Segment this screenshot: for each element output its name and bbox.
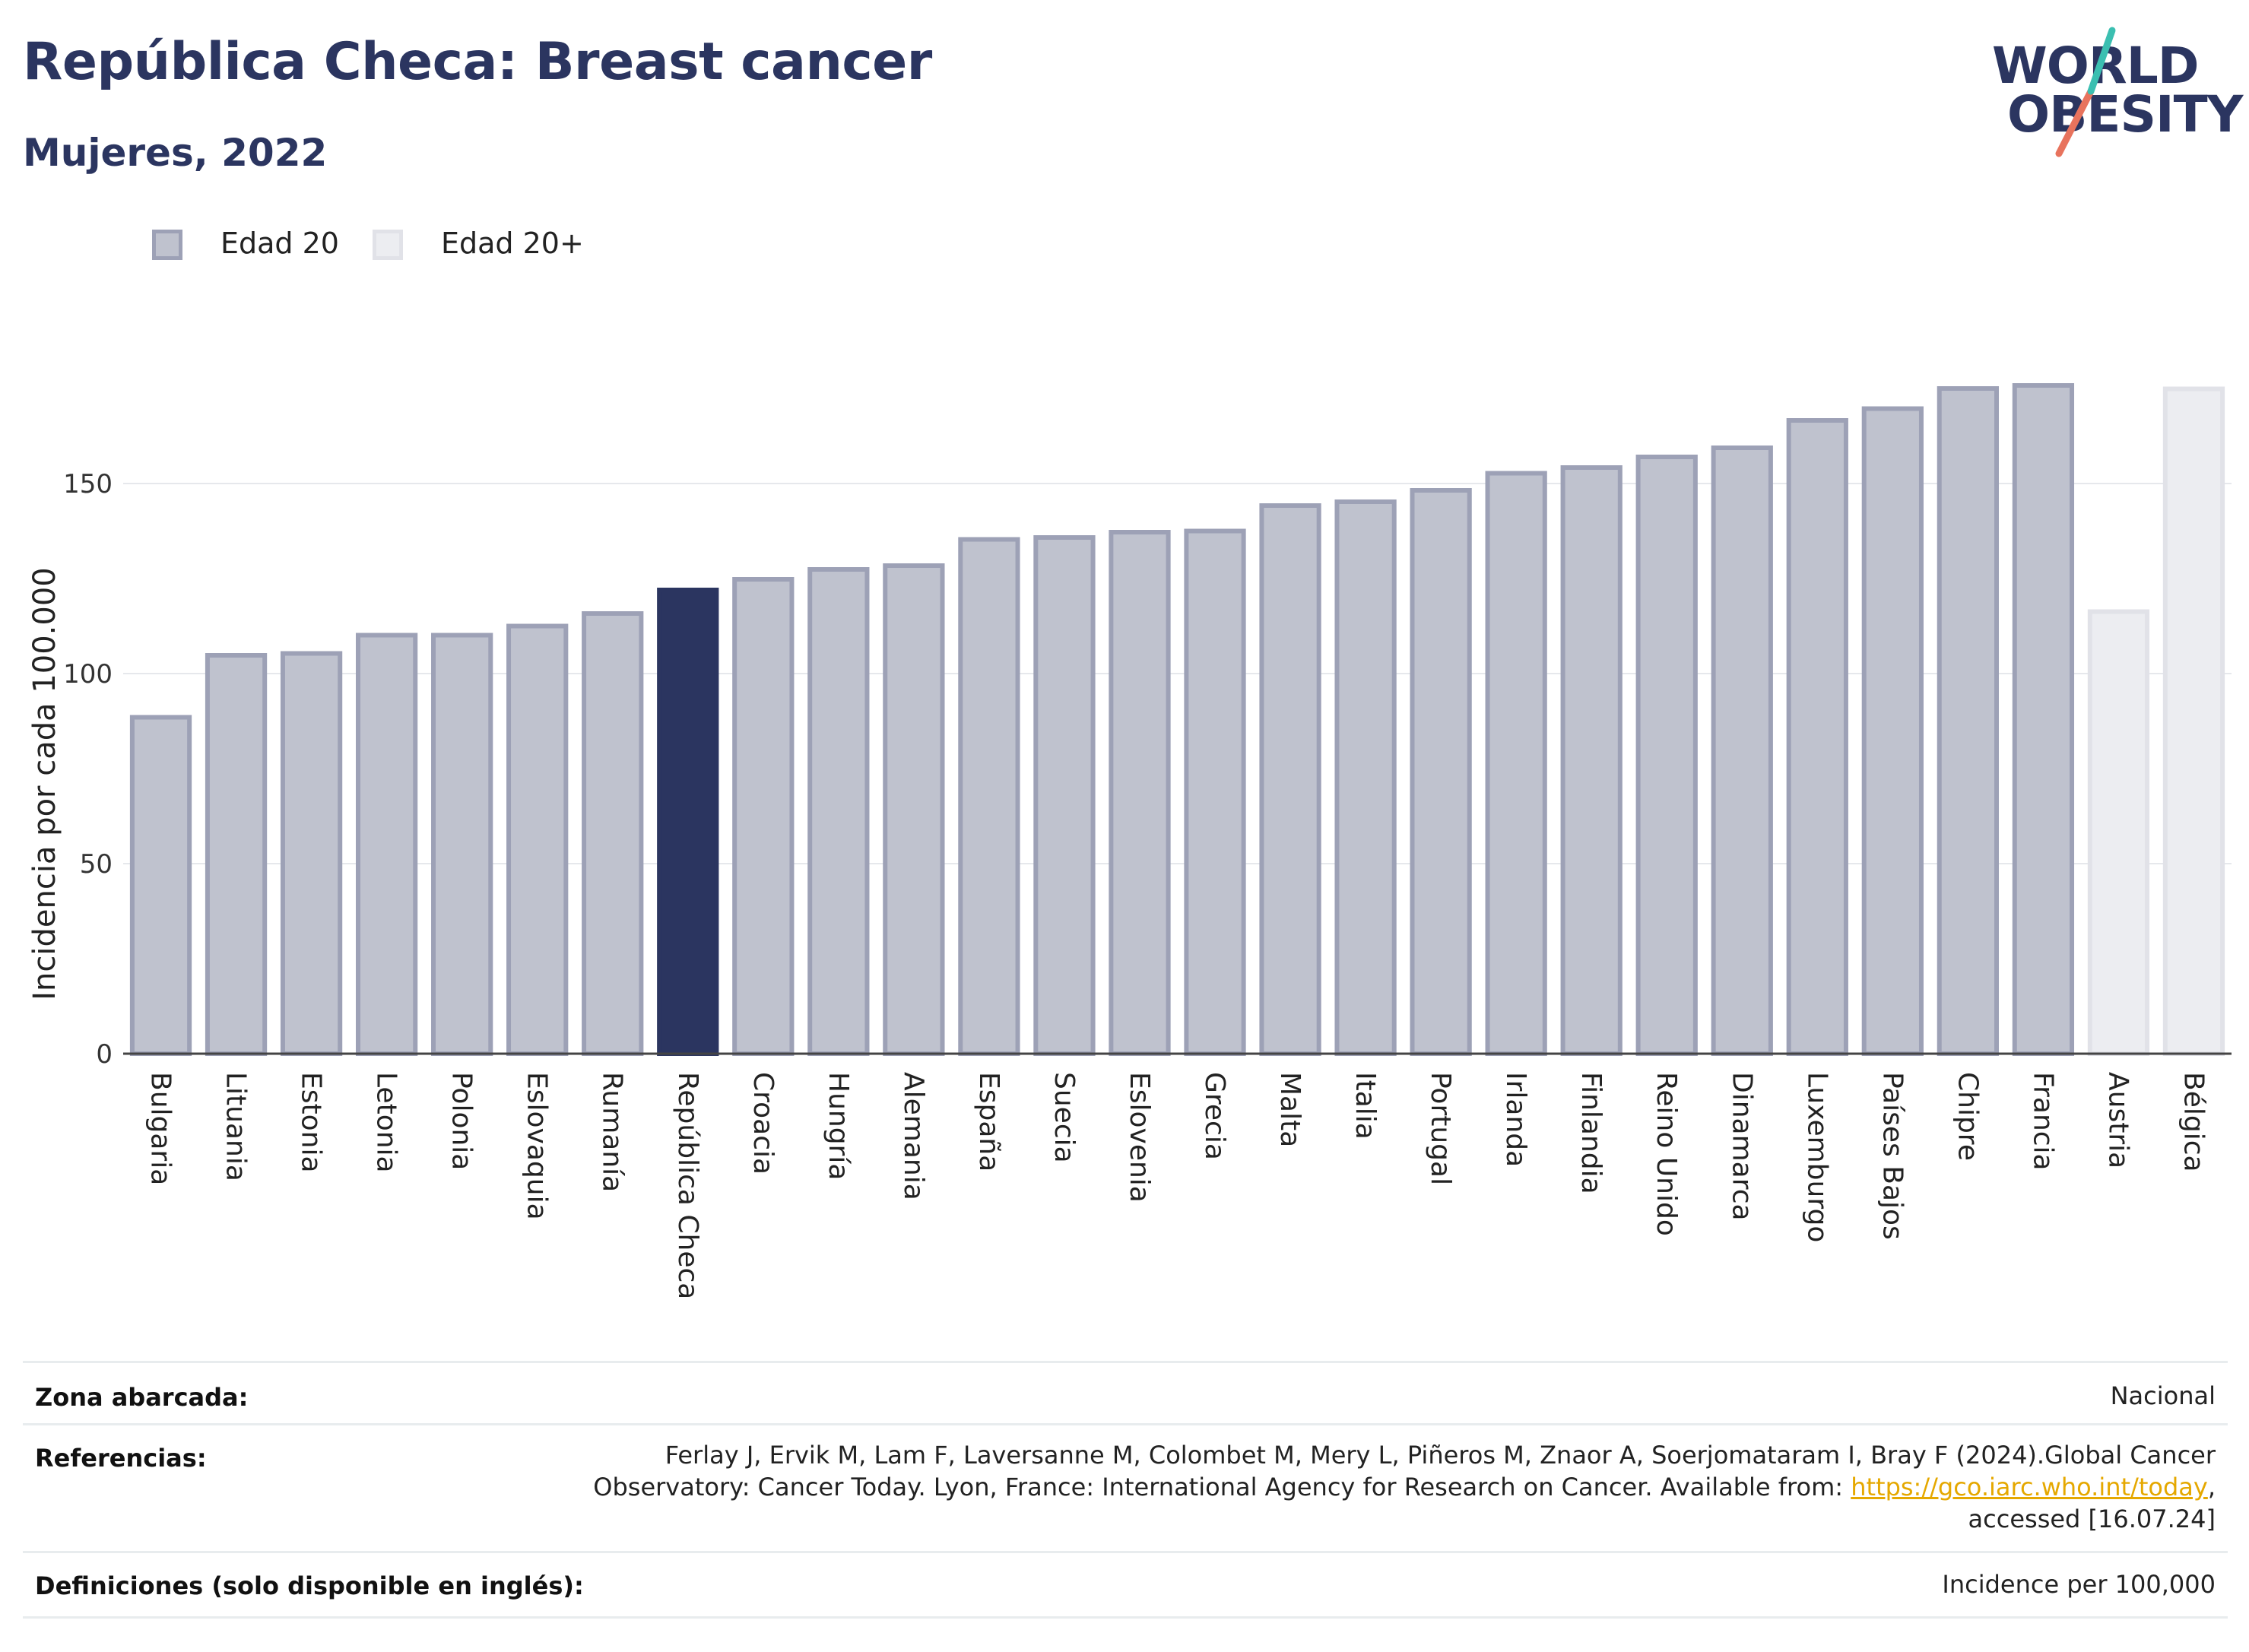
- x-tick-label: República Checa: [672, 1072, 703, 1299]
- x-tick-label: Italia: [1350, 1072, 1381, 1140]
- x-tick-label: Hungría: [823, 1072, 854, 1180]
- footer-zona-value: Nacional: [2110, 1381, 2216, 1410]
- bar: [1109, 530, 1171, 1056]
- logo-slash-icon: [2055, 27, 2116, 157]
- bar: [1410, 488, 1472, 1056]
- bar: [1937, 386, 2000, 1056]
- legend-label-edad-20-plus: Edad 20+: [441, 227, 584, 260]
- x-tick-label: España: [973, 1072, 1004, 1172]
- logo-line2: OBESITY: [2007, 85, 2243, 144]
- x-tick-label: Suecia: [1048, 1072, 1080, 1163]
- bar: [1861, 406, 1924, 1056]
- legend-swatch-edad-20: [152, 230, 182, 260]
- bar: [2012, 383, 2075, 1056]
- page-title: República Checa: Breast cancer: [23, 32, 932, 92]
- x-tick-label: Reino Unido: [1651, 1072, 1682, 1236]
- bar: [1786, 418, 1848, 1056]
- legend-label-edad-20: Edad 20: [220, 227, 339, 260]
- footer-ref-line2-post: ,: [2207, 1473, 2216, 1501]
- bar: [1334, 499, 1397, 1056]
- footer-row-referencias: Referencias: Ferlay J, Ervik M, Lam F, L…: [23, 1423, 2228, 1552]
- bar: [582, 611, 644, 1056]
- bar: [205, 653, 268, 1056]
- bar: [129, 715, 192, 1056]
- x-tick-label: Portugal: [1425, 1072, 1456, 1185]
- footer-ref-label: Referencias:: [35, 1444, 207, 1473]
- x-tick-label: Alemania: [898, 1072, 929, 1200]
- footer-row-definiciones: Definiciones (solo disponible en inglés)…: [23, 1551, 2228, 1617]
- bar: [732, 577, 795, 1056]
- x-tick-label: Países Bajos: [1876, 1072, 1908, 1240]
- bar: [1259, 503, 1321, 1056]
- footer-bottom-rule: [23, 1616, 2228, 1619]
- x-tick-label: Polonia: [446, 1072, 477, 1170]
- footer-ref-line3: accessed [16.07.24]: [1968, 1505, 2216, 1533]
- footer-row-zona: Zona abarcada: Nacional: [23, 1361, 2228, 1424]
- footer-def-value: Incidence per 100,000: [1942, 1570, 2216, 1599]
- footer-zona-label: Zona abarcada:: [35, 1383, 249, 1412]
- x-tick-label: Estonia: [296, 1072, 327, 1173]
- bar: [657, 588, 719, 1056]
- y-axis-label: Incidencia por cada 100.000: [27, 567, 62, 1000]
- bar: [1033, 535, 1096, 1056]
- legend-swatch-edad-20-plus: [373, 230, 403, 260]
- footer-ref-link[interactable]: https://gco.iarc.who.int/today: [1851, 1473, 2208, 1501]
- world-obesity-logo: WORLD OBESITY: [1977, 23, 2243, 160]
- x-tick-label: Finlandia: [1575, 1072, 1607, 1194]
- bar: [280, 651, 343, 1056]
- footer-ref-text: Ferlay J, Ervik M, Lam F, Laversanne M, …: [593, 1439, 2216, 1535]
- x-tick-label: Austria: [2102, 1072, 2133, 1168]
- bar: [807, 567, 870, 1056]
- bar: [1635, 455, 1698, 1056]
- x-tick-label: Lituania: [220, 1072, 252, 1181]
- x-tick-label: Eslovaquia: [522, 1072, 553, 1220]
- y-tick-label: 0: [96, 1039, 113, 1070]
- bar: [1485, 471, 1547, 1056]
- y-tick-label: 100: [63, 659, 113, 690]
- x-tick-label: Eslovenia: [1124, 1072, 1155, 1203]
- x-tick-label: Bélgica: [2178, 1072, 2209, 1172]
- x-tick-label: Chipre: [1952, 1072, 1983, 1161]
- x-tick-label: Dinamarca: [1726, 1072, 1757, 1221]
- x-tick-label: Bulgaria: [145, 1072, 176, 1185]
- bar: [1711, 446, 1773, 1056]
- x-tick-label: Croacia: [747, 1072, 779, 1175]
- bar: [355, 633, 418, 1056]
- footer-ref-line1: Ferlay J, Ervik M, Lam F, Laversanne M, …: [665, 1441, 2216, 1470]
- x-tick-label: Malta: [1274, 1072, 1305, 1147]
- x-tick-label: Rumanía: [597, 1072, 628, 1192]
- footer-ref-line2: Observatory: Cancer Today. Lyon, France:…: [593, 1471, 2216, 1503]
- y-tick-label: 50: [80, 849, 113, 880]
- footer-ref-line2-pre: Observatory: Cancer Today. Lyon, France:…: [593, 1473, 1851, 1501]
- bar: [431, 633, 493, 1056]
- bar: [958, 537, 1020, 1056]
- bar: [2087, 609, 2150, 1056]
- x-tick-label: Letonia: [371, 1072, 402, 1173]
- page-subtitle: Mujeres, 2022: [23, 131, 328, 175]
- bar: [1560, 465, 1623, 1056]
- x-tick-label: Irlanda: [1500, 1072, 1531, 1167]
- bar: [883, 563, 945, 1056]
- y-tick-label: 150: [63, 469, 113, 499]
- bar-chart: 0 50 100 150 Incidencia por cada 100.000 Bulg…: [27, 383, 2232, 1299]
- footer-def-label: Definiciones (solo disponible en inglés)…: [35, 1571, 584, 1600]
- x-tick-label: Grecia: [1199, 1072, 1230, 1160]
- bar: [2162, 386, 2225, 1056]
- x-tick-label: Francia: [2027, 1072, 2058, 1171]
- x-tick-label: Luxemburgo: [1801, 1072, 1832, 1242]
- bar: [506, 623, 569, 1056]
- bar: [1184, 528, 1246, 1056]
